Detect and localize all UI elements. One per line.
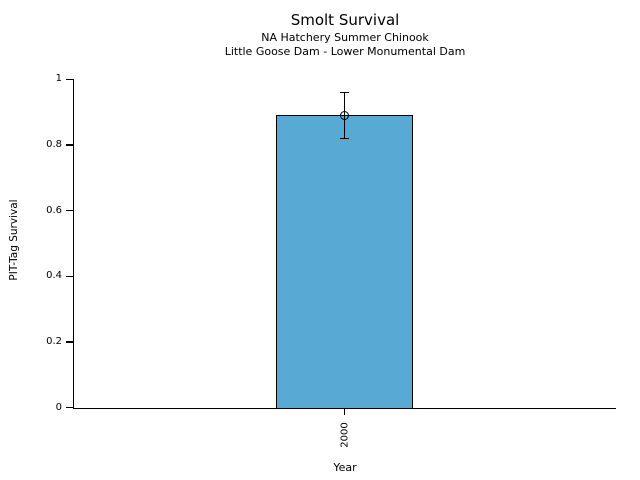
x-axis-label: Year: [333, 461, 357, 474]
y-tick-label-0: 0: [55, 401, 62, 413]
y-axis-label: PIT-Tag Survival: [8, 199, 20, 281]
x-tick-2000: [344, 408, 346, 415]
chart-subtitle-line2: Little Goose Dam - Lower Monumental Dam: [224, 45, 466, 58]
chart-title: Smolt Survival: [290, 11, 400, 29]
y-axis-line: [72, 79, 74, 409]
y-tick-0.4: [65, 275, 73, 278]
x-tick-label-2000: 2000: [339, 422, 351, 448]
y-tick-label-0.6: 0.6: [46, 204, 62, 216]
point-estimate-marker: [339, 110, 349, 120]
error-bar-cap-top: [339, 91, 349, 94]
y-tick-label-1: 1: [55, 73, 62, 85]
y-tick-0: [65, 407, 73, 409]
y-tick-0.8: [65, 144, 73, 146]
y-tick-label-0.4: 0.4: [46, 270, 62, 282]
bar-year-2000: [275, 115, 413, 409]
y-tick-1: [65, 78, 73, 80]
y-tick-label-0.8: 0.8: [46, 139, 62, 150]
y-tick-label-0.2: 0.2: [46, 336, 62, 348]
chart-subtitle-line1: NA Hatchery Summer Chinook: [261, 31, 429, 44]
error-bar-cap-bottom: [339, 137, 349, 140]
y-tick-0.2: [65, 341, 73, 343]
y-tick-0.6: [65, 210, 73, 212]
